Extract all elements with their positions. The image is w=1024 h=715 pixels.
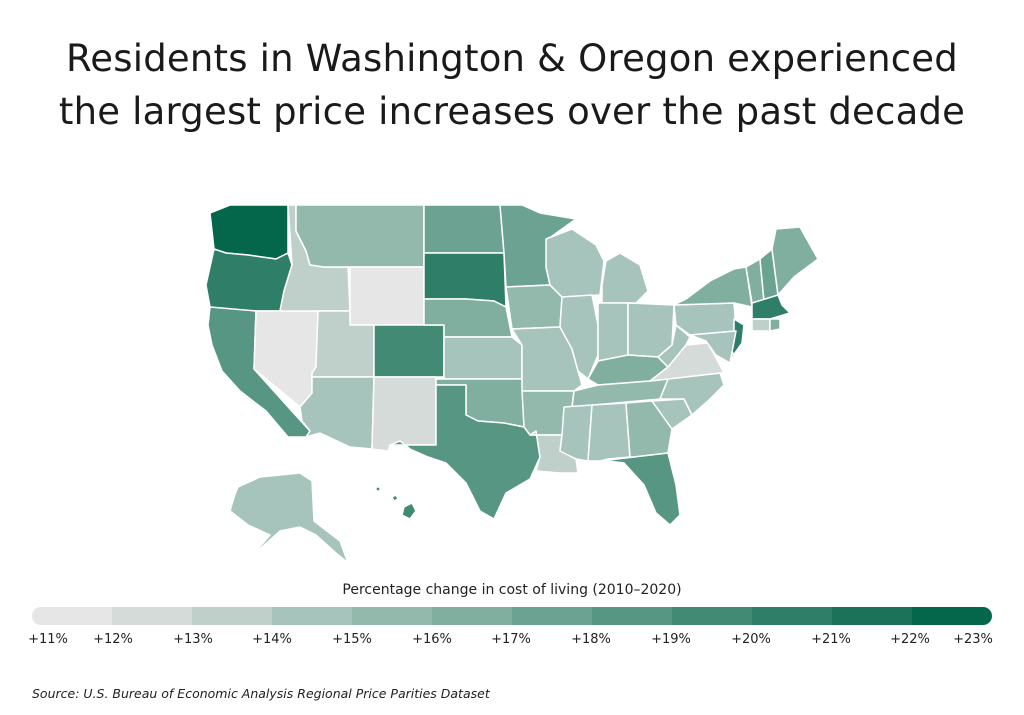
state-florida [599,452,681,526]
state-colorado [373,324,445,378]
legend-tick-label: +20% [731,632,771,647]
legend-swatch [192,607,272,625]
source-note: Source: U.S. Bureau of Economic Analysis… [32,686,490,701]
state-wisconsin [545,228,605,298]
title-line-2: the largest price increases over the pas… [58,90,966,133]
legend-swatch [512,607,592,625]
state-new-mexico [371,376,437,452]
legend-tick-label: +12% [93,632,133,647]
state-west-virginia [657,324,691,368]
legend-swatch [752,607,832,625]
legend-tick-label: +13% [173,632,213,647]
legend-tick-label: +22% [890,632,930,647]
state-mississippi [559,404,593,462]
legend-swatch [112,607,192,625]
legend-tick-label: +19% [651,632,691,647]
legend-swatch [912,607,992,625]
legend-tick-label: +23% [953,632,993,647]
state-iowa [505,284,563,330]
map-title: Residents in Washington & Oregon experie… [0,32,1024,138]
legend-swatch [672,607,752,625]
legend-swatch [352,607,432,625]
state-maryland [689,330,737,364]
state-wyoming [349,266,425,326]
us-states-map [205,204,819,568]
state-michigan [601,252,649,304]
state-alaska [229,472,349,568]
legend-swatch [272,607,352,625]
state-rhode-island [769,318,781,332]
state-pennsylvania [673,302,737,336]
legend-color-bar [32,607,992,625]
legend-tick-label: +14% [252,632,292,647]
legend-tick-label: +11% [28,632,68,647]
legend-swatch [32,607,112,625]
legend-tick-label: +17% [491,632,531,647]
legend-tick-label: +15% [332,632,372,647]
state-hawaii [375,486,417,520]
state-maine [771,226,819,296]
states-group [205,204,819,568]
state-oregon [205,248,293,312]
legend-swatch [832,607,912,625]
state-north-dakota [423,204,505,254]
state-montana [295,204,425,268]
legend-swatch [592,607,672,625]
state-kansas [443,336,523,380]
legend-tick-label: +16% [412,632,452,647]
legend-tick-label: +18% [571,632,611,647]
state-texas [389,384,541,520]
state-indiana [597,302,629,362]
legend-swatch [432,607,512,625]
state-alabama [587,402,631,462]
legend-caption: Percentage change in cost of living (201… [342,582,682,598]
legend-tick-label: +21% [811,632,851,647]
title-line-1: Residents in Washington & Oregon experie… [66,37,958,80]
legend-tick-labels: +11% +12% +13% +14% +15% +16% +17% +18% +19% +20%… [0,632,1024,652]
state-connecticut [751,318,771,332]
state-new-york [673,266,753,308]
